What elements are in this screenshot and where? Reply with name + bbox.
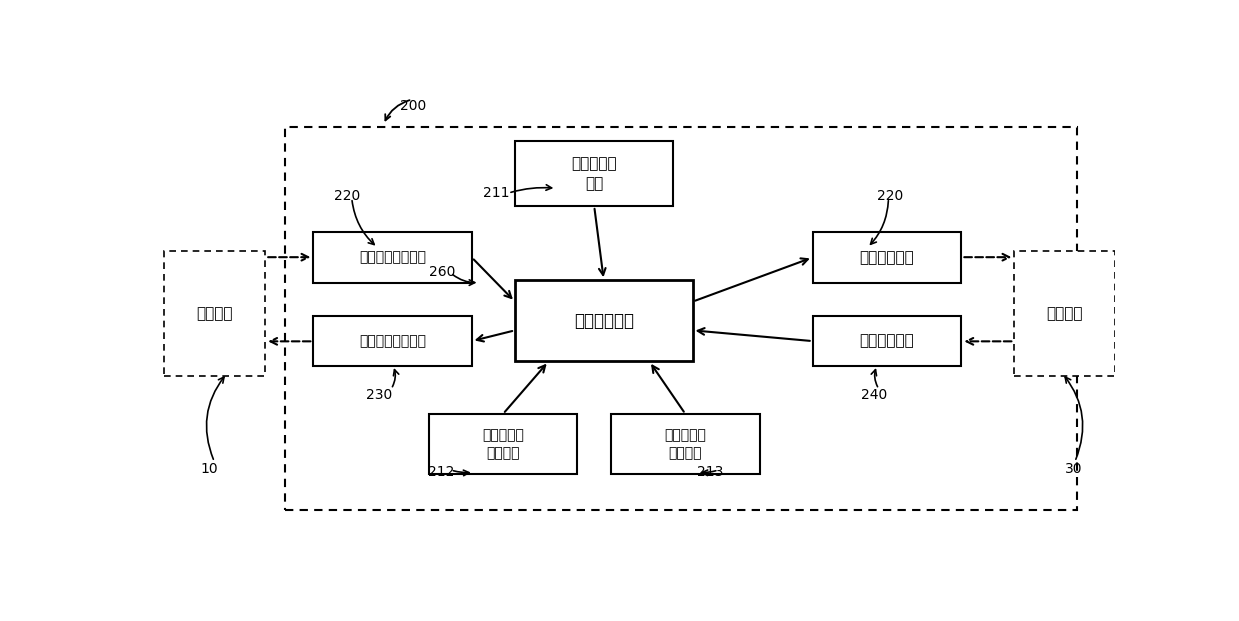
Bar: [429, 414, 577, 474]
Text: 212: 212: [427, 465, 453, 479]
Bar: [611, 414, 760, 474]
Bar: [515, 142, 674, 206]
Text: 支付终端接收解析: 支付终端接收解析: [359, 250, 426, 265]
Text: 金融类交易
处理: 金融类交易 处理: [571, 156, 617, 191]
Bar: [165, 252, 265, 376]
Text: 213: 213: [698, 465, 724, 479]
Bar: [515, 280, 693, 361]
Text: 230: 230: [367, 388, 393, 402]
Text: 30: 30: [1066, 462, 1083, 476]
Text: 220: 220: [877, 189, 903, 204]
Text: 240: 240: [861, 388, 887, 402]
Bar: [1015, 252, 1115, 376]
Text: 220: 220: [335, 189, 361, 204]
Bar: [313, 232, 472, 283]
Bar: [313, 316, 472, 366]
Text: 260: 260: [429, 265, 455, 279]
Text: 上游管理类
交易处理: 上游管理类 交易处理: [664, 428, 706, 460]
Text: 上游接收解析: 上游接收解析: [860, 333, 914, 348]
Text: 交易异常处理: 交易异常处理: [574, 312, 634, 330]
Bar: [285, 127, 1077, 510]
Text: 支付终端: 支付终端: [197, 306, 233, 321]
Text: 上游系统: 上游系统: [1047, 306, 1083, 321]
Text: 200: 200: [400, 99, 426, 112]
Text: 上游组装发送: 上游组装发送: [860, 250, 914, 265]
Text: 211: 211: [483, 186, 509, 200]
Bar: [813, 232, 961, 283]
Bar: [813, 316, 961, 366]
Text: 支付终端组装发送: 支付终端组装发送: [359, 334, 426, 348]
Text: 10: 10: [199, 462, 218, 476]
Text: 终端管理类
交易处理: 终端管理类 交易处理: [482, 428, 524, 460]
